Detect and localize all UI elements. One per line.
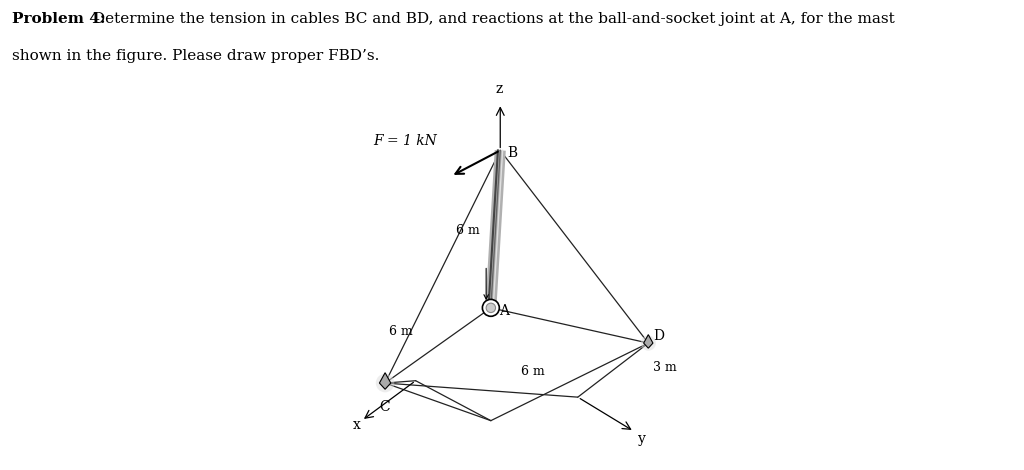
Text: 3 m: 3 m [653,361,677,374]
Text: shown in the figure. Please draw proper FBD’s.: shown in the figure. Please draw proper … [12,49,380,63]
Text: Problem 4:: Problem 4: [12,12,105,26]
Text: 6 m: 6 m [521,365,545,378]
Text: x: x [353,418,360,432]
Text: z: z [496,82,503,96]
Text: C: C [379,400,389,415]
Text: F = 1 kN: F = 1 kN [373,134,437,148]
Text: B: B [507,146,517,160]
Text: 6 m: 6 m [389,325,413,338]
Circle shape [486,303,496,313]
Text: A: A [499,304,509,318]
Text: Determine the tension in cables BC and BD, and reactions at the ball-and-socket : Determine the tension in cables BC and B… [88,12,895,26]
Text: y: y [638,431,646,446]
Text: D: D [653,329,664,343]
Text: 6 m: 6 m [457,224,480,237]
Polygon shape [380,373,391,389]
Circle shape [376,374,394,392]
Circle shape [482,299,500,316]
Polygon shape [644,335,653,348]
Circle shape [641,336,656,351]
